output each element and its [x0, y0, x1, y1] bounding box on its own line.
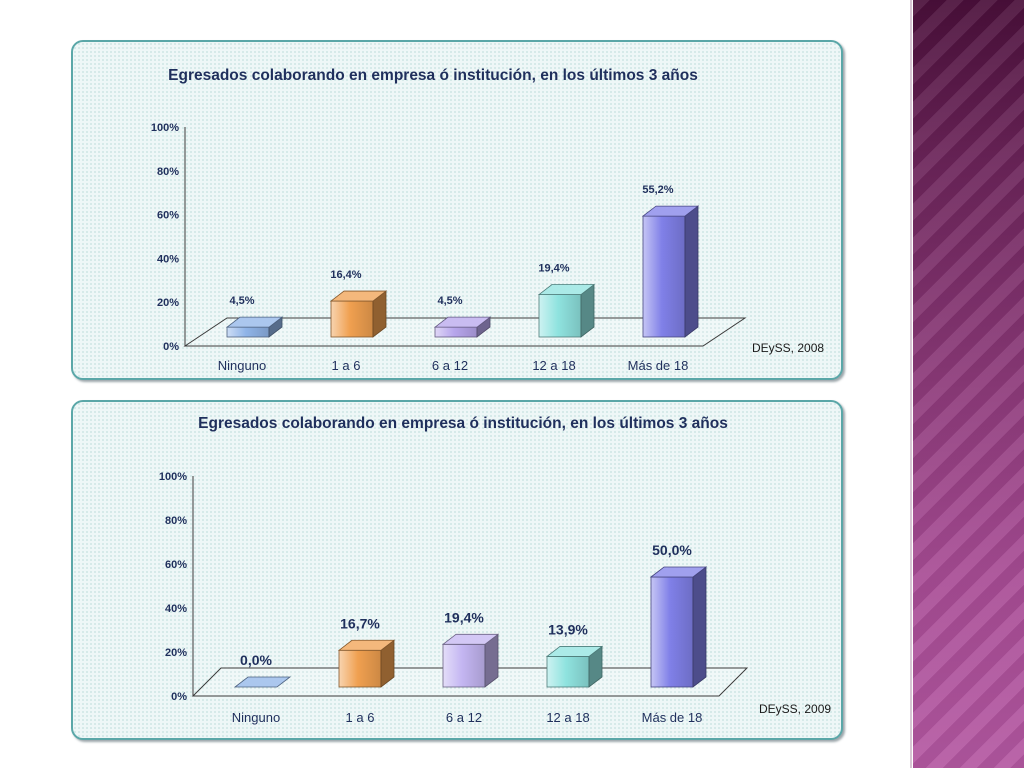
- x-category-label: 6 a 12: [432, 358, 468, 373]
- data-label: 16,4%: [330, 269, 361, 281]
- y-tick-label: 40%: [157, 253, 179, 265]
- bar-ninguno: [225, 316, 284, 338]
- data-label: 4,5%: [229, 295, 254, 307]
- y-tick-label: 60%: [165, 559, 187, 571]
- slide-side-rule: [910, 0, 912, 768]
- bar-1-a-6: [329, 290, 388, 338]
- data-label: 50,0%: [652, 542, 692, 558]
- chart-panel-2009: Egresados colaborando en empresa ó insti…: [71, 400, 843, 740]
- y-tick-label: 0%: [163, 341, 179, 353]
- y-tick-label: 80%: [165, 515, 187, 527]
- data-label: 55,2%: [642, 184, 673, 196]
- bar-12-a-18: [537, 283, 596, 338]
- chart-source: DEySS, 2008: [752, 341, 825, 355]
- bar-12-a-18: [545, 645, 604, 688]
- y-tick-label: 100%: [151, 122, 179, 134]
- x-category-label: Más de 18: [628, 358, 689, 373]
- y-tick-label: 20%: [157, 297, 179, 309]
- x-category-label: Más de 18: [642, 710, 703, 725]
- data-label: 19,4%: [444, 609, 484, 625]
- data-label: 19,4%: [538, 263, 569, 275]
- bar-m-s-de-18: [641, 205, 700, 338]
- bar-m-s-de-18: [649, 566, 708, 688]
- data-label: 0,0%: [240, 652, 272, 668]
- chart-title: Egresados colaborando en empresa ó insti…: [168, 67, 698, 84]
- bar-6-a-12: [441, 633, 500, 688]
- bar-chart-2008: 0% 20% 40% 60% 80% 100% 4,5% Ninguno 16,4% 1 a 6 4…: [151, 122, 747, 373]
- y-tick-label: 80%: [157, 166, 179, 178]
- x-category-label: Ninguno: [218, 358, 266, 373]
- data-label: 13,9%: [548, 621, 588, 637]
- bar-chart-2009: 0% 20% 40% 60% 80% 100% 0,0% Ninguno 16,7% 1 a 6 1…: [159, 471, 749, 725]
- x-category-label: 12 a 18: [532, 358, 575, 373]
- chart-panel-2008: Egresados colaborando en empresa ó insti…: [71, 40, 843, 380]
- x-category-label: 1 a 6: [332, 358, 361, 373]
- x-category-label: 6 a 12: [446, 710, 482, 725]
- data-label: 4,5%: [437, 295, 462, 307]
- y-tick-label: 0%: [171, 691, 187, 703]
- chart-source: DEySS, 2009: [759, 702, 832, 716]
- x-category-label: 12 a 18: [546, 710, 589, 725]
- bar-1-a-6: [337, 639, 396, 688]
- data-label: 16,7%: [340, 615, 380, 631]
- y-tick-label: 20%: [165, 647, 187, 659]
- y-tick-label: 100%: [159, 471, 187, 483]
- x-category-label: 1 a 6: [346, 710, 375, 725]
- chart-title: Egresados colaborando en empresa ó insti…: [198, 415, 728, 432]
- y-tick-label: 60%: [157, 210, 179, 222]
- x-category-label: Ninguno: [232, 710, 280, 725]
- slide-decorative-strip: [913, 0, 1024, 768]
- bar-ninguno: [233, 676, 292, 688]
- bar-6-a-12: [433, 316, 492, 338]
- y-tick-label: 40%: [165, 603, 187, 615]
